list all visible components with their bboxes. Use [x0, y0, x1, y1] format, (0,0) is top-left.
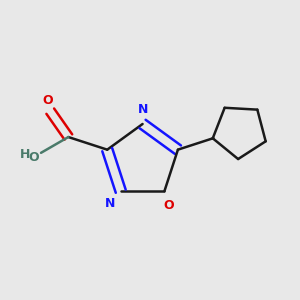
Text: H: H: [20, 148, 31, 161]
Text: N: N: [137, 103, 148, 116]
Text: O: O: [42, 94, 52, 107]
Text: O: O: [28, 151, 39, 164]
Text: O: O: [163, 200, 174, 212]
Text: N: N: [105, 197, 115, 210]
